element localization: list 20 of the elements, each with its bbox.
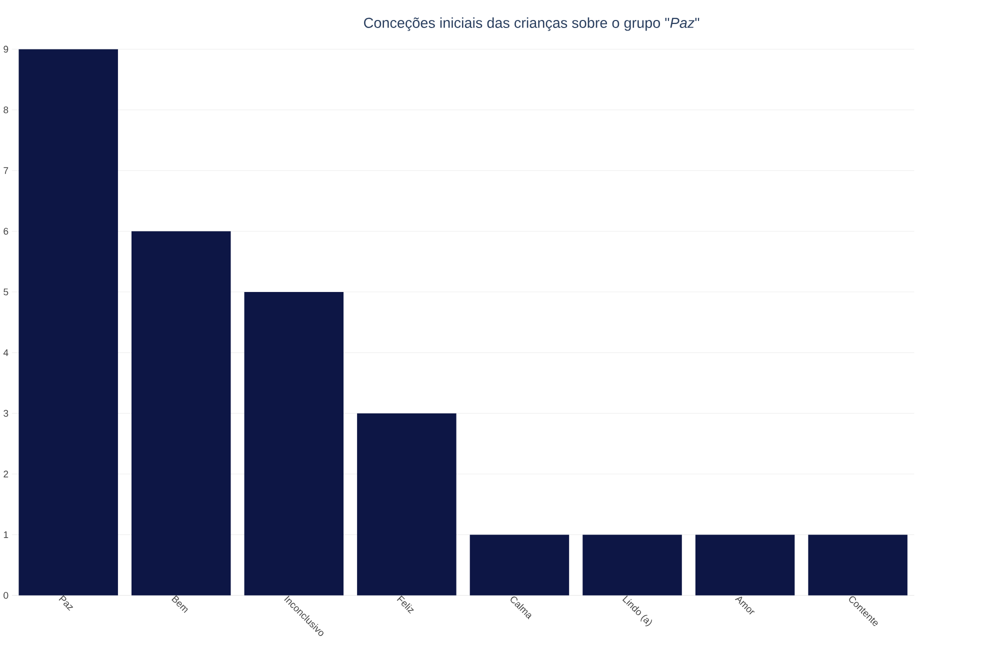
y-tick-label: 3 (4, 410, 8, 417)
bar (357, 413, 456, 596)
y-tick-label: 6 (4, 228, 8, 235)
y-tick-label: 1 (4, 531, 8, 538)
bar (132, 231, 231, 596)
y-tick-label: 7 (4, 167, 8, 174)
bar (18, 49, 118, 596)
bar (470, 534, 570, 596)
y-tick-label: 5 (4, 288, 8, 296)
y-tick-label: 8 (4, 106, 8, 114)
bar (582, 534, 682, 596)
x-tick-label: Paz (58, 595, 74, 611)
bar (244, 292, 344, 596)
y-tick-label: 4 (3, 349, 8, 356)
bar (695, 534, 795, 596)
y-tick-label: 9 (4, 46, 8, 53)
y-tick-label: 0 (4, 592, 8, 599)
bar (808, 534, 908, 596)
y-tick-label: 2 (4, 470, 8, 478)
chart-title: Conceções iniciais das crianças sobre o grupo "Paz" (364, 17, 700, 31)
